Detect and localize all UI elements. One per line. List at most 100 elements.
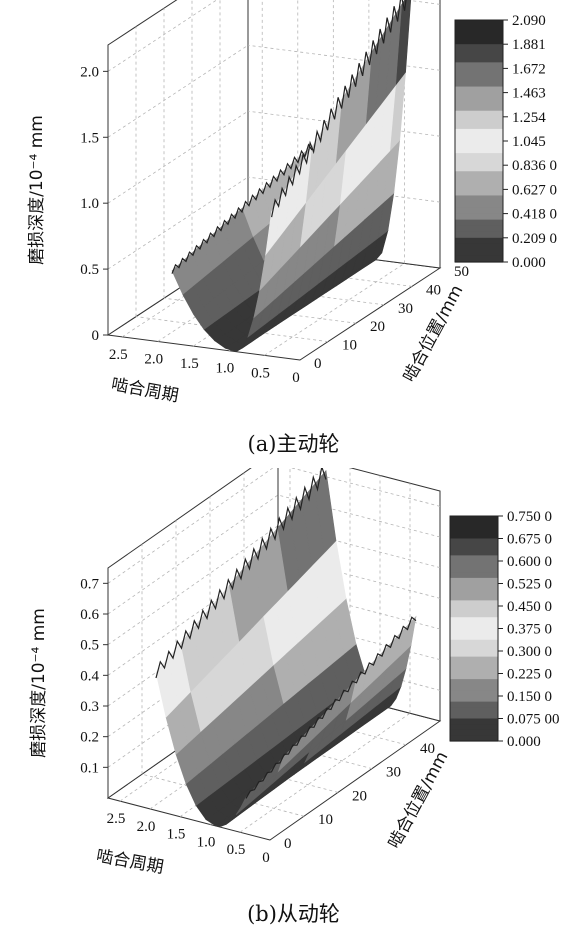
gridline	[290, 468, 441, 507]
colorbar-band	[455, 159, 503, 166]
colorbar-band	[450, 718, 498, 725]
z-tick-label: 0.7	[80, 576, 99, 592]
colorbar-band	[450, 606, 498, 613]
colorbar-band	[450, 639, 498, 646]
z-axis-title: 磨损深度/10⁻⁴ mm	[29, 608, 49, 758]
colorbar-band	[450, 600, 498, 607]
y-tick-label: 30	[386, 765, 401, 781]
chart-panel-b: 0.1 0.2 0.3 0.4 0.5 0.6 0.7 2.5 2.0 1.5 1.0 0.5 0 0 10…	[0, 468, 587, 936]
colorbar-band	[455, 219, 503, 227]
colorbar-band	[450, 532, 498, 540]
colorbar-band	[455, 207, 503, 215]
surface-ridge	[155, 468, 327, 679]
colorbar-band	[455, 44, 503, 51]
x-tick-label: 2.5	[109, 347, 128, 363]
z-tick-label: 0.5	[80, 262, 99, 278]
colorbar-band	[455, 249, 503, 257]
colorbar-label: 0.225 0	[507, 667, 552, 683]
colorbar-band	[455, 110, 503, 118]
colorbar-band	[450, 701, 498, 708]
z-tick-label: 0.5	[80, 638, 99, 654]
chart-panel-a: 0 0.5 1.0 1.5 2.0 2.5 2.0 1.5 1.0 0.5 0 0 10 20 30 40 50…	[27, 0, 557, 456]
colorbar-band	[450, 549, 498, 556]
colorbar-label: 1.254	[512, 110, 546, 126]
x-tick-label: 1.0	[216, 361, 235, 377]
colorbar-band	[455, 104, 503, 112]
surface-patch	[171, 261, 194, 295]
colorbar-band	[455, 153, 503, 160]
colorbar-label: 0.750 0	[507, 509, 552, 525]
colorbar-band	[455, 243, 503, 251]
x-tick-label: 0	[292, 370, 300, 386]
z-tick-label: 0.1	[80, 760, 99, 776]
x-tick-label: 0.5	[251, 365, 270, 381]
gridline	[107, 468, 274, 584]
colorbar-band	[450, 673, 498, 680]
colorbar-label: 0.075 00	[507, 712, 560, 728]
colorbar-band	[455, 225, 503, 233]
colorbar-band	[455, 237, 503, 245]
colorbar-band	[450, 634, 498, 641]
colorbar-band	[450, 617, 498, 624]
colorbar-band	[455, 255, 503, 263]
colorbar-label: 0.600 0	[507, 554, 552, 570]
colorbar-band	[455, 98, 503, 106]
colorbar-band	[455, 183, 503, 190]
gridline	[107, 494, 279, 615]
y-tick-label: 0	[314, 356, 322, 372]
colorbar-band	[455, 74, 503, 82]
y-tick-label: 20	[370, 319, 385, 335]
colorbar-band	[450, 544, 498, 551]
gridline	[107, 525, 279, 645]
chart-caption: (a)主动轮	[247, 432, 340, 456]
colorbar-band	[455, 56, 503, 63]
x-tick-label: 0.5	[227, 842, 246, 858]
y-tick-label: 10	[342, 338, 357, 354]
colorbar-band	[455, 201, 503, 209]
colorbar-band	[450, 651, 498, 658]
gridline	[107, 556, 279, 676]
z-tick-label: 0.2	[80, 730, 99, 746]
gridline	[107, 176, 249, 270]
colorbar-band	[455, 177, 503, 184]
colorbar-band	[455, 80, 503, 88]
colorbar-band	[450, 594, 498, 601]
surface-chart-b: 0.1 0.2 0.3 0.4 0.5 0.6 0.7 2.5 2.0 1.5 1.0 0.5 00 10…	[29, 468, 560, 878]
colorbar-band	[450, 667, 498, 675]
colorbar-band	[450, 724, 498, 731]
colorbar-band	[450, 561, 498, 568]
chart-caption: (b)从动轮	[247, 902, 340, 926]
colorbar-band	[450, 555, 498, 562]
colorbar-band	[450, 622, 498, 630]
colorbar-band	[455, 32, 503, 39]
colorbar-band	[455, 68, 503, 76]
z-tick-label: 0	[92, 328, 100, 344]
z-tick-label: 0.4	[80, 668, 99, 684]
colorbar-band	[455, 195, 503, 203]
gridline	[107, 44, 249, 138]
colorbar-band	[450, 662, 498, 669]
colorbar-band	[455, 86, 503, 94]
x-tick-label: 2.5	[107, 811, 126, 827]
gridline	[247, 44, 441, 71]
surface	[171, 0, 412, 353]
surface-patch	[155, 657, 179, 718]
x-tick-label: 0	[262, 850, 270, 866]
colorbar-band	[450, 712, 498, 720]
colorbar-band	[450, 696, 498, 703]
x-tick-label: 1.5	[167, 827, 186, 843]
colorbar-band	[450, 583, 498, 590]
x-tick-label: 1.5	[180, 356, 199, 372]
colorbar-band	[455, 20, 503, 27]
colorbar-band	[450, 538, 498, 545]
surface-ridge	[171, 143, 313, 274]
z-tick-label: 1.0	[80, 196, 99, 212]
colorbar-label: 1.672	[512, 61, 546, 77]
colorbar-band	[455, 50, 503, 57]
z-tick-label: 0.3	[80, 699, 99, 715]
colorbar: 2.090 1.881 1.672 1.463 1.254 1.045 0.836 0 0.6…	[454, 13, 557, 271]
y-tick-label: 0	[284, 836, 292, 852]
y-tick-label: 40	[426, 282, 441, 298]
x-axis-title: 啮合周期	[95, 846, 165, 878]
